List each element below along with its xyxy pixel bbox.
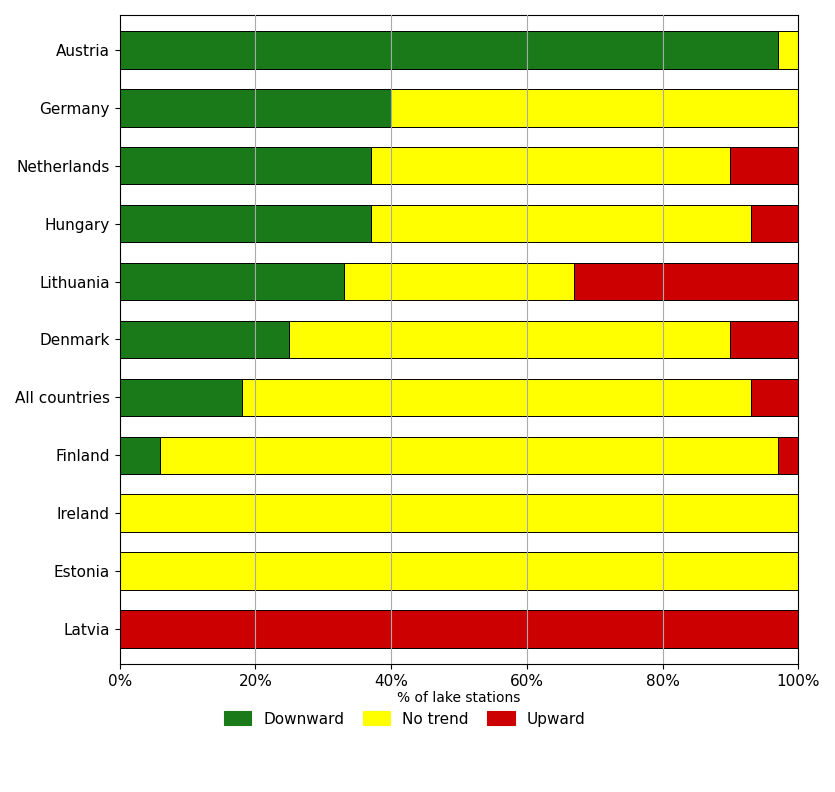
Bar bbox=[119, 494, 798, 532]
Bar bbox=[119, 31, 778, 69]
Bar bbox=[119, 379, 242, 417]
Bar bbox=[778, 31, 798, 69]
Bar bbox=[391, 89, 798, 127]
Bar bbox=[290, 321, 731, 358]
Bar bbox=[119, 552, 798, 590]
Bar bbox=[574, 263, 798, 300]
Bar bbox=[119, 89, 391, 127]
Bar bbox=[751, 379, 798, 417]
Bar bbox=[371, 205, 751, 242]
Bar bbox=[119, 321, 290, 358]
Legend: Downward, No trend, Upward: Downward, No trend, Upward bbox=[216, 704, 594, 734]
Bar bbox=[119, 436, 160, 474]
Bar bbox=[344, 263, 574, 300]
Bar bbox=[160, 436, 778, 474]
Bar bbox=[119, 611, 798, 648]
Bar bbox=[751, 205, 798, 242]
Bar bbox=[119, 147, 371, 185]
Bar bbox=[119, 205, 371, 242]
Bar bbox=[371, 147, 731, 185]
Bar bbox=[119, 263, 344, 300]
Bar bbox=[242, 379, 751, 417]
X-axis label: % of lake stations: % of lake stations bbox=[397, 691, 521, 706]
Bar bbox=[778, 436, 798, 474]
Bar bbox=[731, 147, 798, 185]
Bar bbox=[731, 321, 798, 358]
